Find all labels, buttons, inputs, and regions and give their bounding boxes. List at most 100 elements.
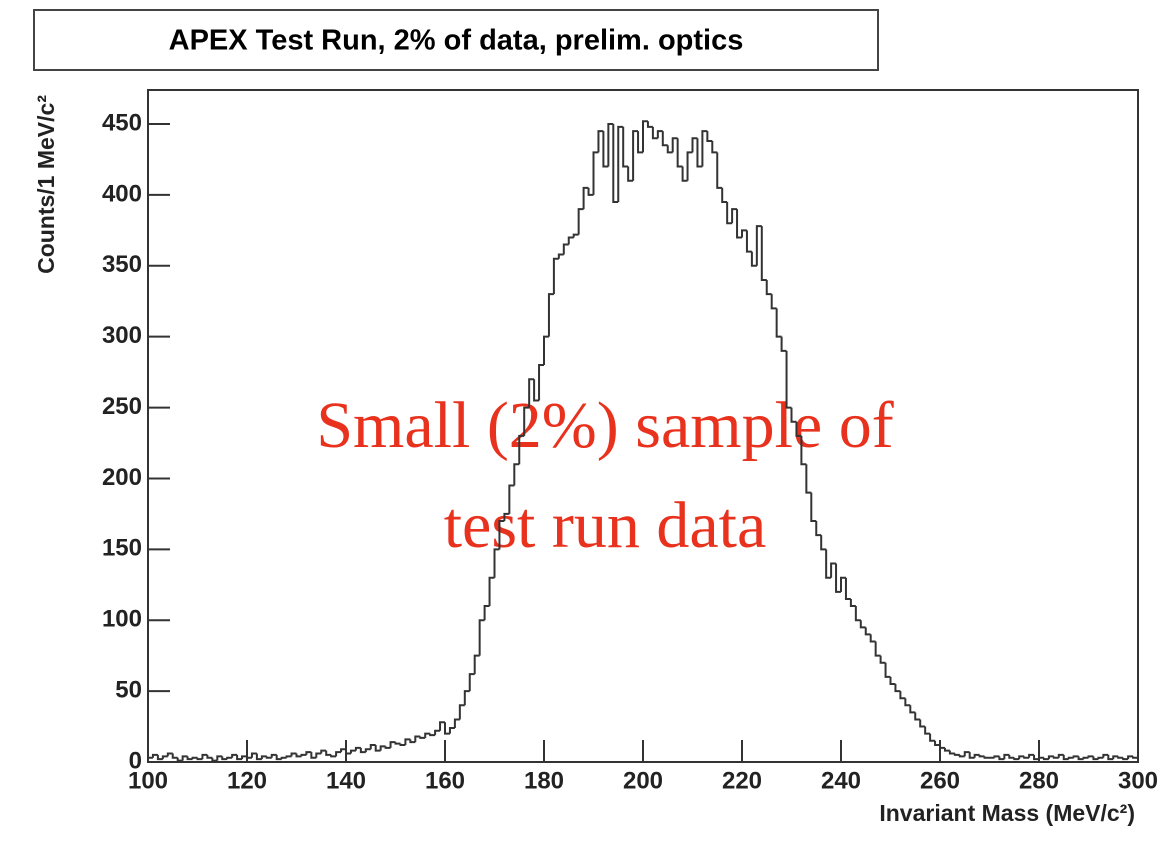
histogram-bin: [671, 137, 678, 153]
histogram-bin: [701, 130, 708, 167]
histogram-bin: [335, 751, 342, 757]
histogram-bin: [929, 733, 936, 742]
histogram-bin: [439, 721, 445, 731]
histogram-bin: [1132, 756, 1138, 759]
annotation-line: Small (2%) sample of: [316, 389, 893, 462]
y-tick-label: 450: [102, 109, 142, 136]
histogram-bin: [919, 719, 926, 728]
histogram-bin: [488, 576, 495, 607]
histogram-bin: [622, 126, 629, 168]
histogram-bin: [924, 726, 931, 735]
histogram-bin: [345, 749, 351, 755]
histogram-bin: [780, 336, 787, 352]
histogram-bin: [651, 126, 658, 140]
histogram-bin: [785, 350, 792, 409]
y-tick-label: 250: [102, 393, 142, 420]
histogram-bin: [750, 251, 757, 267]
histogram-bin: [156, 754, 163, 761]
histogram-bin: [820, 535, 827, 551]
y-tick-label: 200: [102, 464, 142, 491]
histogram-bin: [528, 378, 535, 408]
histogram-bin: [567, 236, 574, 245]
histogram-bin: [349, 749, 356, 754]
histogram-bin: [364, 748, 371, 753]
histogram-bin: [196, 757, 203, 761]
histogram-bin: [384, 746, 391, 749]
histogram-bin: [825, 549, 832, 579]
histogram-bin: [533, 379, 540, 402]
x-tick-label: 140: [326, 767, 366, 794]
histogram-bin: [736, 209, 742, 239]
histogram-bin: [161, 755, 168, 760]
x-axis-title: Invariant Mass (MeV/c²): [879, 800, 1135, 826]
histogram-bin: [731, 208, 738, 224]
histogram-bin: [295, 753, 302, 758]
histogram-bin: [206, 754, 213, 759]
histogram-bin: [498, 519, 505, 550]
histogram-bin: [835, 563, 841, 593]
histogram-bin: [429, 733, 436, 737]
histogram-bin: [582, 186, 589, 210]
annotation: Small (2%) sample of test run data: [316, 389, 893, 562]
histogram-bin: [864, 627, 871, 636]
x-tick-label: 240: [821, 767, 861, 794]
y-tick-label: 350: [102, 251, 142, 278]
histogram-bin: [409, 739, 416, 744]
histogram-bin: [963, 751, 970, 757]
x-tick-label: 120: [227, 767, 267, 794]
histogram-bin: [1117, 756, 1124, 759]
histogram-bin: [191, 756, 198, 760]
histogram-bin: [775, 308, 782, 338]
y-tick-label: 100: [102, 606, 142, 633]
histogram-bin: [1082, 756, 1089, 760]
histogram-bin: [211, 757, 218, 762]
histogram-bin: [379, 745, 386, 751]
histogram-bin: [463, 690, 470, 706]
histogram-bin: [1028, 753, 1035, 758]
histogram-bin: [904, 698, 911, 707]
histogram-bin: [216, 755, 223, 761]
histogram-bin: [310, 752, 317, 759]
histogram-bin: [656, 130, 663, 139]
histogram-bin: [983, 756, 990, 759]
histogram-bin: [676, 138, 683, 168]
histogram-bin: [1013, 757, 1020, 761]
histogram-bin: [280, 756, 287, 760]
histogram-bin: [265, 756, 272, 759]
histogram-bin: [637, 131, 643, 154]
histogram-bin: [646, 121, 653, 128]
histogram-bin: [1077, 756, 1084, 761]
histogram-bin: [953, 753, 960, 756]
x-tick-label: 200: [623, 767, 663, 794]
histogram-bin: [538, 364, 544, 401]
histogram-bin: [552, 257, 559, 295]
histogram-bin: [854, 606, 861, 622]
histogram-bin: [241, 755, 247, 760]
histogram-bin: [389, 741, 396, 748]
histogram-bin: [151, 753, 158, 758]
histogram-bin: [250, 752, 257, 758]
histogram-bin: [592, 151, 599, 195]
histogram-bin: [686, 151, 693, 181]
histogram-bin: [790, 407, 797, 423]
histogram-bin: [874, 641, 881, 657]
histogram-bin: [800, 435, 807, 466]
histogram-bin: [894, 684, 901, 693]
histogram-bin: [325, 750, 332, 756]
histogram-bin: [607, 123, 614, 167]
histogram-bin: [849, 598, 856, 608]
histogram-bin: [369, 743, 376, 750]
histogram-bin: [508, 484, 515, 514]
histogram-bin: [448, 726, 455, 734]
histogram-bin: [513, 463, 520, 486]
histogram-bin: [1023, 756, 1030, 759]
histogram-bin: [340, 748, 346, 753]
histogram-bin: [745, 230, 752, 253]
histogram-bin: [434, 729, 441, 736]
histogram-bin: [716, 152, 723, 189]
histogram-bin: [859, 620, 866, 629]
histogram-bin: [889, 676, 896, 686]
histogram-bin: [503, 512, 510, 521]
histogram-bin: [909, 705, 916, 714]
histogram-bin: [884, 662, 891, 678]
